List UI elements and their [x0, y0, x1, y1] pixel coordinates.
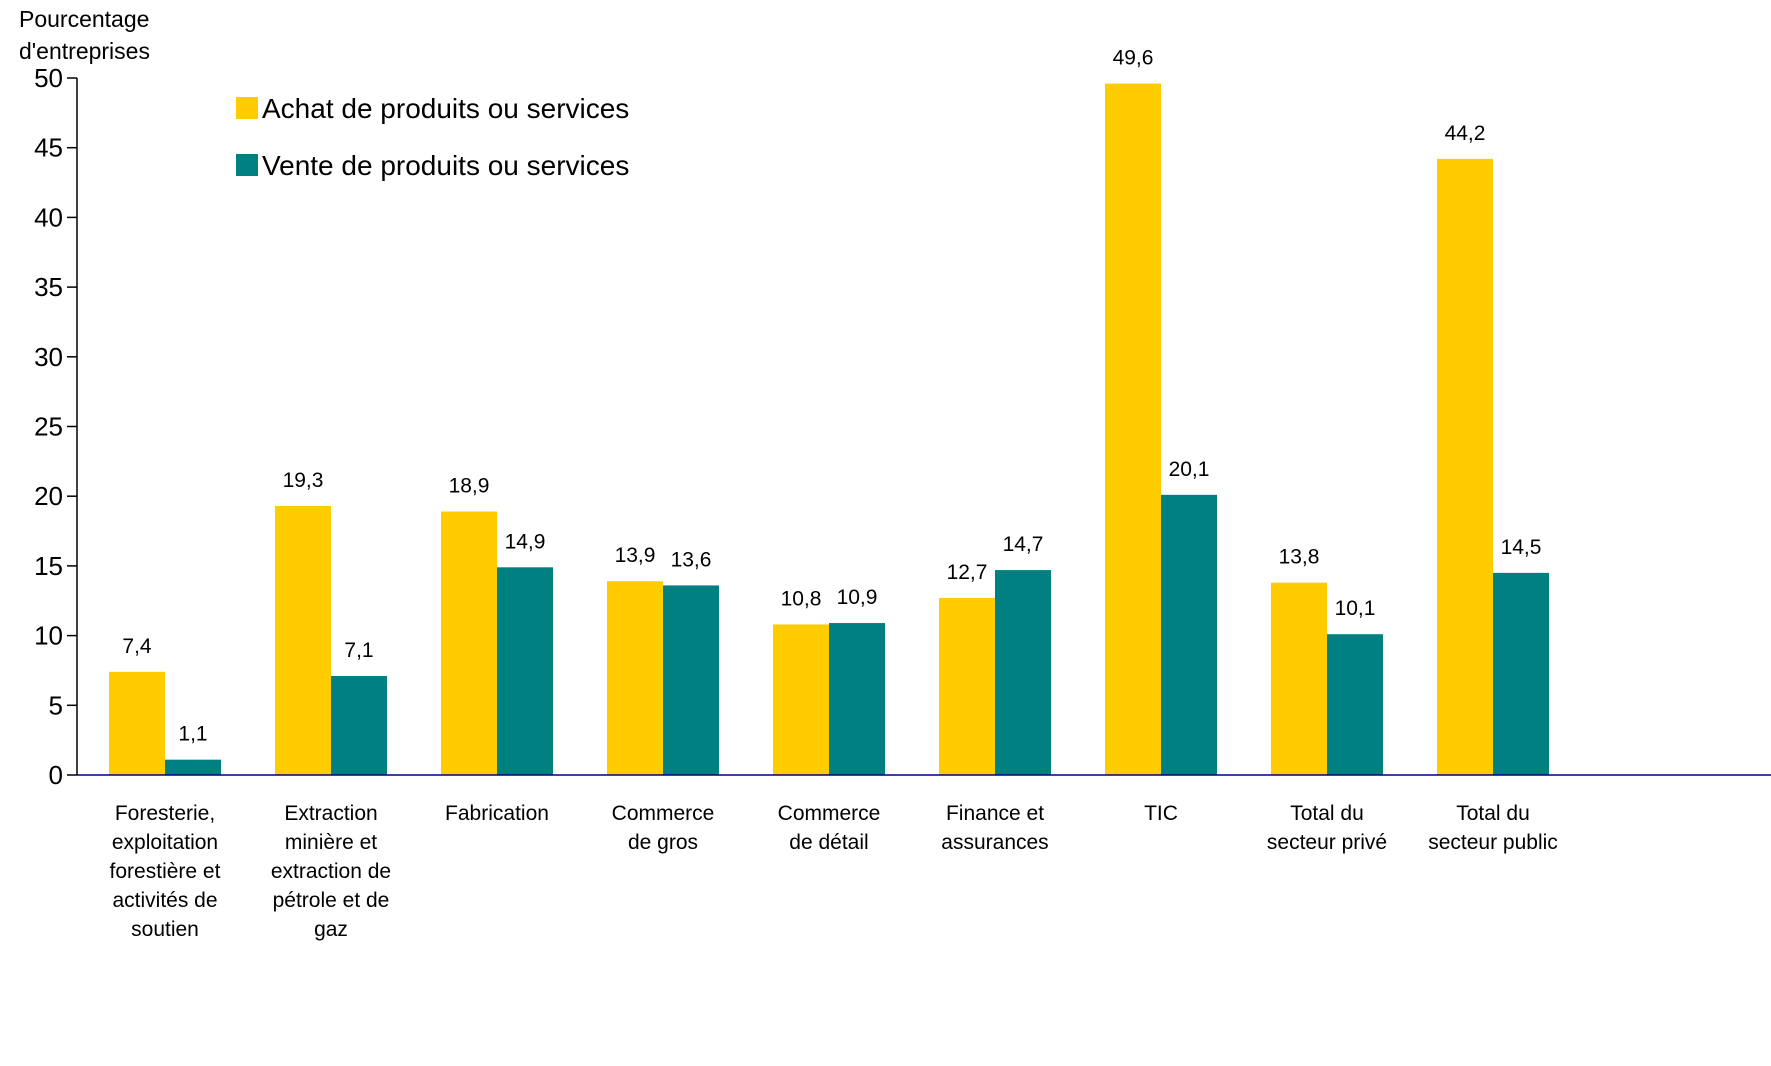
x-tick-label: Extraction minière et extraction de pétrole… — [271, 802, 391, 941]
bar-vente — [829, 623, 885, 775]
bar-value-label: 13,9 — [615, 544, 656, 567]
bar-value-label: 20,1 — [1169, 458, 1210, 481]
bar-value-label: 19,3 — [283, 469, 324, 492]
bar-value-label: 10,8 — [781, 587, 822, 610]
bar-value-label: 7,1 — [344, 639, 373, 662]
y-tick-label: 25 — [34, 412, 63, 442]
x-tick-label: TIC — [1144, 802, 1178, 825]
bar-achat — [1271, 582, 1327, 775]
y-tick-label: 10 — [34, 621, 63, 651]
bar-value-label: 10,1 — [1335, 597, 1376, 620]
bar-value-label: 49,6 — [1113, 47, 1154, 70]
x-tick-label: Total du secteur public — [1428, 802, 1558, 854]
y-tick-label: 45 — [34, 133, 63, 163]
bar-value-label: 14,7 — [1003, 533, 1044, 556]
y-axis-title-line: d'entreprises — [19, 38, 150, 64]
bar-achat — [607, 581, 663, 775]
bar-vente — [331, 676, 387, 775]
bar-achat — [275, 505, 331, 775]
y-axis-title: Pourcentage d'entreprises — [19, 6, 150, 64]
bar-vente — [165, 759, 221, 775]
bar-vente — [1493, 572, 1549, 775]
bar-achat — [441, 511, 497, 775]
bar-achat — [1437, 158, 1493, 776]
bar-value-label: 13,8 — [1279, 546, 1320, 569]
x-tick-label: Commerce de gros — [612, 802, 715, 854]
bar-value-label: 13,6 — [671, 548, 712, 571]
x-tick-label: Total du secteur privé — [1267, 802, 1387, 854]
bar-value-label: 1,1 — [178, 723, 207, 746]
bar-value-label: 14,9 — [505, 530, 546, 553]
legend: Achat de produits ou services Vente de pr… — [236, 93, 629, 181]
x-tick-label: Fabrication — [445, 802, 549, 825]
bar-value-label: 14,5 — [1501, 536, 1542, 559]
bar-vente — [1327, 634, 1383, 775]
legend-swatch — [236, 154, 258, 176]
y-tick-label: 0 — [49, 760, 63, 790]
legend-label: Achat de produits ou services — [262, 93, 629, 124]
y-tick-label: 30 — [34, 342, 63, 372]
bar-value-label: 18,9 — [449, 475, 490, 498]
bar-value-label: 44,2 — [1445, 122, 1486, 145]
y-axis: 0 5 10 15 20 25 30 35 40 45 50 — [34, 63, 78, 790]
y-tick-label: 15 — [34, 551, 63, 581]
y-tick-label: 40 — [34, 202, 63, 232]
y-tick-label: 5 — [49, 690, 63, 720]
x-axis: Foresterie, exploitation forestière et acti… — [77, 774, 1771, 941]
data-labels: 7,4 1,1 19,3 7,1 18,9 14,9 13,9 13,6 10,8 10,9 12,… — [122, 47, 1541, 746]
bar-value-label: 7,4 — [122, 635, 152, 658]
bar-achat — [1105, 83, 1161, 776]
bar-achat — [939, 597, 995, 775]
bar-vente — [1161, 494, 1217, 775]
bar-vente — [995, 570, 1051, 775]
bar-achat — [773, 624, 829, 775]
x-tick-label: Commerce de détail — [778, 802, 881, 854]
x-tick-label: Finance et assurances — [941, 802, 1048, 854]
y-axis-title-line: Pourcentage — [19, 6, 149, 32]
x-tick-label: Foresterie, exploitation forestière et acti… — [110, 802, 221, 941]
bar-vente — [497, 567, 553, 775]
legend-label: Vente de produits ou services — [262, 150, 629, 181]
bar-value-label: 12,7 — [947, 561, 988, 584]
bar-value-label: 10,9 — [837, 586, 878, 609]
y-tick-label: 35 — [34, 272, 63, 302]
y-tick-label: 20 — [34, 481, 63, 511]
bars — [109, 83, 1549, 776]
legend-swatch — [236, 97, 258, 119]
bar-achat — [109, 671, 165, 775]
bar-vente — [663, 585, 719, 775]
y-tick-label: 50 — [34, 63, 63, 93]
